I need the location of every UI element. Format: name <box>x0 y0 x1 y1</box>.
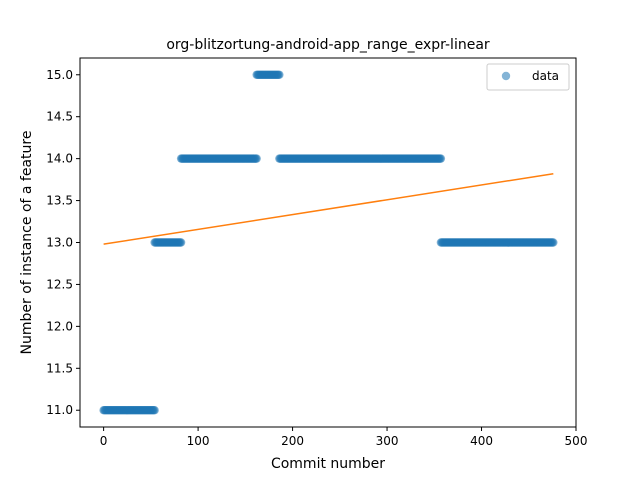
data-point <box>436 154 446 163</box>
x-axis-label: Commit number <box>271 456 385 472</box>
chart-title: org-blitzortung-android-app_range_expr-l… <box>166 37 490 53</box>
x-tick-label: 0 <box>100 434 108 448</box>
axes: 0 100 200 300 400 500 11.0 11.5 12.0 12.5 13.0 13.5… <box>46 68 587 448</box>
y-tick-label: 14.0 <box>46 152 73 166</box>
legend: data <box>486 63 570 91</box>
linear-fit-line <box>103 172 554 245</box>
x-tick-label: 500 <box>565 434 588 448</box>
legend-label: data <box>532 69 559 83</box>
x-tick-label: 200 <box>281 434 304 448</box>
y-tick-label: 13.0 <box>46 236 73 250</box>
y-tick-label: 13.5 <box>46 194 73 208</box>
data-point <box>252 154 261 163</box>
plot-area <box>99 70 558 415</box>
x-tick-label: 100 <box>187 434 210 448</box>
data-point <box>275 70 284 79</box>
legend-marker <box>501 71 511 81</box>
y-tick-label: 11.5 <box>46 361 73 375</box>
y-axis-label: Number of instance of a feature <box>19 131 35 355</box>
data-point <box>549 238 558 247</box>
x-tick-label: 300 <box>376 434 399 448</box>
x-tick-label: 400 <box>470 434 493 448</box>
legend-box <box>486 63 570 91</box>
y-tick-label: 15.0 <box>46 68 73 82</box>
y-tick-label: 14.5 <box>46 110 73 124</box>
y-tick-label: 12.5 <box>46 277 73 291</box>
y-tick-label: 11.0 <box>46 403 73 417</box>
data-point <box>150 406 159 415</box>
data-point <box>176 238 186 247</box>
y-tick-label: 12.0 <box>46 319 73 333</box>
